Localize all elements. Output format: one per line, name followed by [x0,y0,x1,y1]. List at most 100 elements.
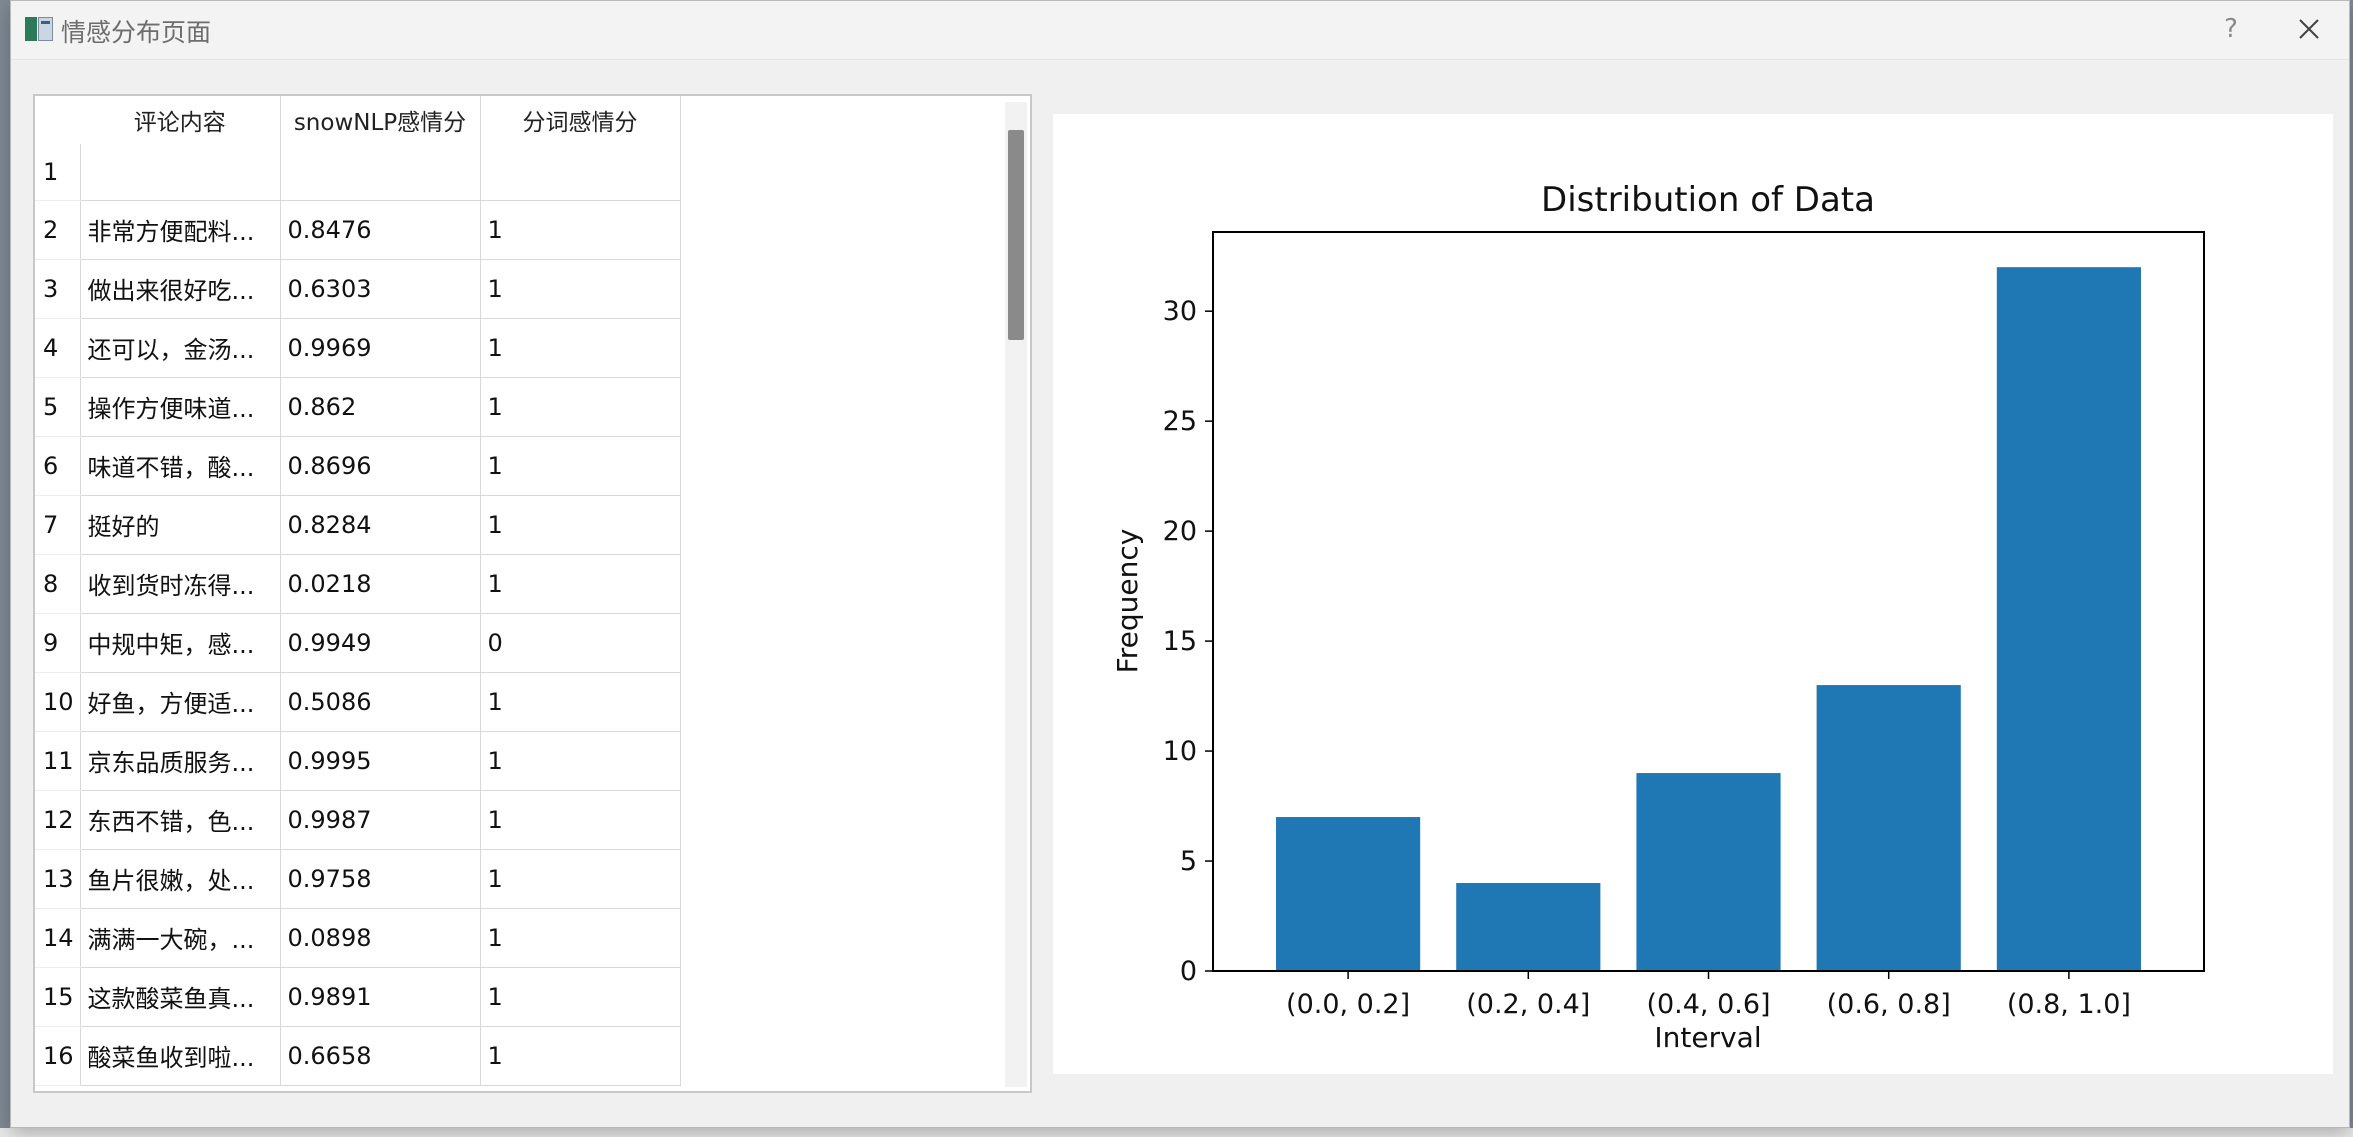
comment-cell[interactable]: 非常方便配料... [80,200,281,260]
comment-cell[interactable]: 东西不错，色... [80,790,281,850]
snownlp-score-cell[interactable]: 0.9987 [280,790,481,850]
snownlp-score-cell[interactable] [280,144,481,201]
comment-cell[interactable]: 好鱼，方便适... [80,672,281,732]
table-row[interactable]: 12 东西不错，色... 0.9987 1 [35,790,681,850]
comment-cell[interactable]: 还可以，金汤... [80,318,281,378]
table-row[interactable]: 4 还可以，金汤... 0.9969 1 [35,318,681,378]
comment-cell[interactable]: 这款酸菜鱼真... [80,967,281,1027]
row-header[interactable]: 6 [35,436,81,496]
row-header[interactable]: 10 [35,672,81,732]
table-vertical-scrollbar[interactable] [1005,102,1027,1087]
table-row[interactable]: 5 操作方便味道... 0.862 1 [35,377,681,437]
snownlp-score-cell[interactable]: 0.9758 [280,849,481,909]
table-row[interactable]: 3 做出来很好吃... 0.6303 1 [35,259,681,319]
scrollbar-thumb[interactable] [1008,130,1024,340]
comment-table: 评论内容 snowNLP感情分 分词感情分 1 2 非常方便配料... 0.8476 1… [35,96,681,1086]
fenci-score-cell[interactable]: 1 [480,849,681,909]
fenci-score-cell[interactable]: 1 [480,967,681,1027]
snownlp-score-cell[interactable]: 0.6658 [280,1026,481,1086]
row-header[interactable]: 1 [35,144,81,201]
snownlp-score-cell[interactable]: 0.862 [280,377,481,437]
snownlp-score-cell[interactable]: 0.0218 [280,554,481,614]
table-row[interactable]: 8 收到货时冻得... 0.0218 1 [35,554,681,614]
fenci-score-cell[interactable]: 1 [480,259,681,319]
fenci-score-cell[interactable]: 1 [480,731,681,791]
row-header[interactable]: 15 [35,967,81,1027]
snownlp-score-cell[interactable]: 0.9891 [280,967,481,1027]
snownlp-score-cell[interactable]: 0.8284 [280,495,481,555]
help-button[interactable]: ? [2201,5,2261,53]
row-header[interactable]: 9 [35,613,81,673]
table-row[interactable]: 6 味道不错，酸... 0.8696 1 [35,436,681,496]
row-header[interactable]: 7 [35,495,81,555]
table-row[interactable]: 14 满满一大碗，... 0.0898 1 [35,908,681,968]
column-header-comment[interactable]: 评论内容 [80,96,281,144]
comment-cell[interactable]: 京东品质服务... [80,731,281,791]
row-header[interactable]: 16 [35,1026,81,1086]
row-header[interactable]: 14 [35,908,81,968]
table-row[interactable]: 9 中规中矩，感... 0.9949 0 [35,613,681,673]
fenci-score-cell[interactable]: 1 [480,318,681,378]
comment-cell[interactable] [80,144,281,201]
column-header-fenci-score[interactable]: 分词感情分 [480,96,681,144]
y-tick-label: 5 [1180,846,1197,877]
table-row[interactable]: 15 这款酸菜鱼真... 0.9891 1 [35,967,681,1027]
table-row[interactable]: 11 京东品质服务... 0.9995 1 [35,731,681,791]
close-button[interactable] [2279,5,2339,53]
fenci-score-cell[interactable]: 1 [480,377,681,437]
row-header[interactable]: 4 [35,318,81,378]
background-app [0,1128,2353,1137]
snownlp-score-cell[interactable]: 0.9949 [280,613,481,673]
dialog-window: 情感分布页面 ? 评论内容 snowNLP感情分 [10,0,2350,1128]
table-row[interactable]: 16 酸菜鱼收到啦... 0.6658 1 [35,1026,681,1086]
fenci-score-cell[interactable]: 0 [480,613,681,673]
fenci-score-cell[interactable]: 1 [480,672,681,732]
bar [1996,267,2141,971]
snownlp-score-cell[interactable]: 0.5086 [280,672,481,732]
fenci-score-cell[interactable]: 1 [480,790,681,850]
row-header[interactable]: 13 [35,849,81,909]
comment-cell[interactable]: 酸菜鱼收到啦... [80,1026,281,1086]
row-header[interactable]: 3 [35,259,81,319]
fenci-score-cell[interactable]: 1 [480,200,681,260]
fenci-score-cell[interactable]: 1 [480,554,681,614]
table-row[interactable]: 10 好鱼，方便适... 0.5086 1 [35,672,681,732]
comment-cell[interactable]: 中规中矩，感... [80,613,281,673]
comment-cell[interactable]: 味道不错，酸... [80,436,281,496]
row-header[interactable]: 8 [35,554,81,614]
snownlp-score-cell[interactable]: 0.9995 [280,731,481,791]
fenci-score-cell[interactable]: 1 [480,495,681,555]
snownlp-score-cell[interactable]: 0.8476 [280,200,481,260]
table-row[interactable]: 1 [35,144,681,201]
title-bar[interactable]: 情感分布页面 ? [11,1,2349,60]
fenci-score-cell[interactable]: 1 [480,1026,681,1086]
app-icon [25,17,53,41]
table-row[interactable]: 2 非常方便配料... 0.8476 1 [35,200,681,260]
comment-cell[interactable]: 鱼片很嫩，处... [80,849,281,909]
table-row[interactable]: 7 挺好的 0.8284 1 [35,495,681,555]
snownlp-score-cell[interactable]: 0.9969 [280,318,481,378]
fenci-score-cell[interactable]: 1 [480,908,681,968]
comment-cell[interactable]: 做出来很好吃... [80,259,281,319]
bar [1816,685,1961,971]
row-header[interactable]: 12 [35,790,81,850]
row-header[interactable]: 5 [35,377,81,437]
row-header[interactable]: 11 [35,731,81,791]
snownlp-score-cell[interactable]: 0.0898 [280,908,481,968]
fenci-score-cell[interactable]: 1 [480,436,681,496]
table-row[interactable]: 13 鱼片很嫩，处... 0.9758 1 [35,849,681,909]
comment-cell[interactable]: 挺好的 [80,495,281,555]
snownlp-score-cell[interactable]: 0.6303 [280,259,481,319]
snownlp-score-cell[interactable]: 0.8696 [280,436,481,496]
row-header[interactable]: 2 [35,200,81,260]
comment-cell[interactable]: 满满一大碗，... [80,908,281,968]
chart-panel: Distribution of Data 0 5 10 15 20 25 30 (0.0, … [1053,114,2333,1074]
table-corner[interactable] [35,96,80,144]
column-header-snownlp-score[interactable]: snowNLP感情分 [280,96,481,144]
distribution-chart: Distribution of Data 0 5 10 15 20 25 30 (0.0, … [1111,180,2205,1054]
fenci-score-cell[interactable] [480,144,681,201]
comment-cell[interactable]: 收到货时冻得... [80,554,281,614]
x-tick-label: (0.2, 0.4] [1466,989,1590,1020]
comment-cell[interactable]: 操作方便味道... [80,377,281,437]
x-tick-label: (0.4, 0.6] [1646,989,1770,1020]
